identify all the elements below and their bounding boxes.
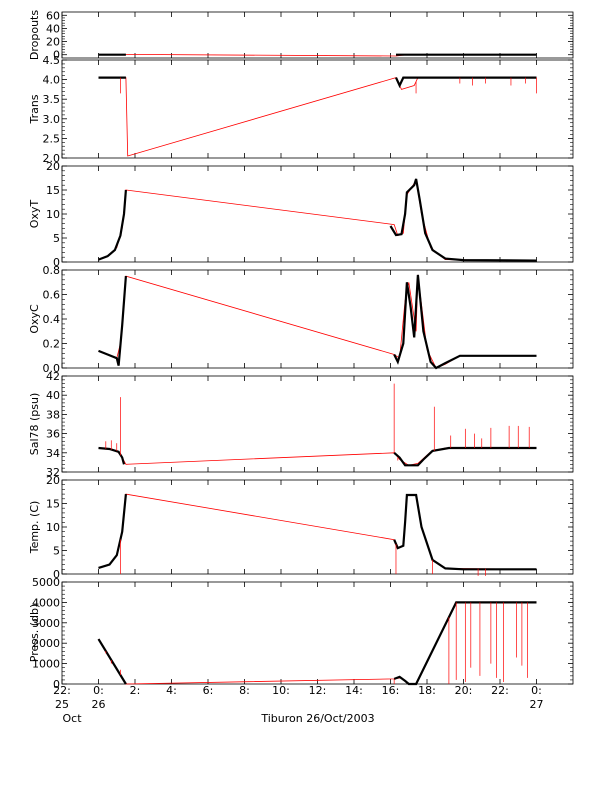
y-tick-label: 0.8 bbox=[43, 264, 61, 277]
y-tick-label: 4.5 bbox=[43, 54, 61, 67]
x-tick-label: 10: bbox=[272, 684, 290, 697]
x-tick-label: 0: bbox=[93, 684, 104, 697]
y-tick-label: 4000 bbox=[32, 596, 60, 609]
y-tick-label: 0 bbox=[53, 49, 60, 62]
y-tick-label: 5 bbox=[53, 545, 60, 558]
y-tick-label: 15 bbox=[46, 498, 60, 511]
y-tick-label: 32 bbox=[46, 466, 60, 479]
x-tick-label: 20: bbox=[455, 684, 473, 697]
y-tick-label: 0.0 bbox=[43, 362, 61, 375]
clean-series-line bbox=[394, 76, 537, 89]
x-tick-label: 6: bbox=[203, 684, 214, 697]
y-tick-label: 40 bbox=[46, 22, 60, 35]
y-tick-label: 0 bbox=[53, 568, 60, 581]
raw-series-line bbox=[98, 274, 537, 369]
x-tick-month-label: Oct bbox=[62, 712, 82, 725]
x-tick-label: 2: bbox=[130, 684, 141, 697]
y-tick-label: 5 bbox=[53, 232, 60, 245]
x-tick-label: 16: bbox=[382, 684, 400, 697]
y-tick-label: 2.5 bbox=[43, 132, 61, 145]
clean-series-line bbox=[393, 493, 537, 571]
panel-frame bbox=[61, 11, 574, 59]
x-tick-label: 14: bbox=[345, 684, 363, 697]
x-tick-label: 8: bbox=[239, 684, 250, 697]
y-tick-label: 0.2 bbox=[43, 338, 61, 351]
y-tick-label: 42 bbox=[46, 370, 60, 383]
raw-series-line bbox=[98, 493, 537, 570]
panel-frame bbox=[61, 375, 574, 473]
y-tick-label: 20 bbox=[46, 36, 60, 49]
y-tick-label: 1000 bbox=[32, 658, 60, 671]
y-tick-label: 60 bbox=[46, 9, 60, 22]
panel-frame bbox=[61, 59, 574, 159]
y-tick-label: 2.0 bbox=[43, 152, 61, 165]
raw-series-line bbox=[98, 77, 537, 157]
y-axis-label: Sal78 (psu) bbox=[28, 393, 41, 456]
y-axis-label: Trans bbox=[28, 94, 41, 124]
y-tick-label: 3.5 bbox=[43, 93, 61, 106]
panel-frame bbox=[61, 269, 574, 369]
x-tick-label: 4: bbox=[166, 684, 177, 697]
y-tick-label: 4.0 bbox=[43, 74, 61, 87]
y-tick-label: 40 bbox=[46, 389, 60, 402]
y-tick-label: 20 bbox=[46, 474, 60, 487]
x-axis-title: Tiburon 26/Oct/2003 bbox=[261, 712, 375, 725]
y-tick-label: 36 bbox=[46, 428, 60, 441]
y-tick-label: 0.4 bbox=[43, 313, 61, 326]
y-tick-label: 20 bbox=[46, 160, 60, 173]
clean-series-line bbox=[98, 493, 127, 569]
y-tick-label: 15 bbox=[46, 184, 60, 197]
y-tick-label: 10 bbox=[46, 208, 60, 221]
y-tick-label: 2000 bbox=[32, 637, 60, 650]
y-axis-label: OxyC bbox=[28, 304, 41, 334]
clean-series-line bbox=[389, 178, 537, 262]
x-tick-label: 22: bbox=[53, 684, 71, 697]
y-axis-label: Dropouts bbox=[28, 10, 41, 60]
clean-series-line bbox=[97, 638, 127, 685]
raw-series-line bbox=[98, 179, 537, 261]
panel-frame bbox=[61, 165, 574, 263]
y-tick-label: 0 bbox=[53, 256, 60, 269]
x-tick-label: 0: bbox=[531, 684, 542, 697]
x-tick-date-label: 27 bbox=[530, 698, 544, 711]
x-tick-date-label: 26 bbox=[92, 698, 106, 711]
y-tick-label: 3000 bbox=[32, 617, 60, 630]
y-tick-label: 34 bbox=[46, 447, 60, 460]
y-axis-label: Press. (db) bbox=[28, 604, 41, 663]
y-tick-label: 38 bbox=[46, 408, 60, 421]
y-tick-label: 5000 bbox=[32, 576, 60, 589]
clean-series-line bbox=[98, 189, 127, 261]
y-tick-label: 10 bbox=[46, 521, 60, 534]
x-tick-label: 18: bbox=[418, 684, 436, 697]
x-tick-date-label: 25 bbox=[55, 698, 69, 711]
clean-series-line bbox=[98, 276, 127, 366]
y-tick-label: 0 bbox=[53, 678, 60, 691]
y-tick-label: 0.6 bbox=[43, 289, 61, 302]
clean-series-line bbox=[393, 274, 537, 370]
clean-series-line bbox=[393, 446, 537, 467]
y-axis-label: Temp. (C) bbox=[28, 501, 41, 555]
y-axis-label: OxyT bbox=[28, 200, 41, 229]
x-tick-label: 22: bbox=[491, 684, 509, 697]
raw-series-line bbox=[98, 447, 537, 466]
y-tick-label: 3.0 bbox=[43, 113, 61, 126]
x-tick-label: 12: bbox=[309, 684, 327, 697]
